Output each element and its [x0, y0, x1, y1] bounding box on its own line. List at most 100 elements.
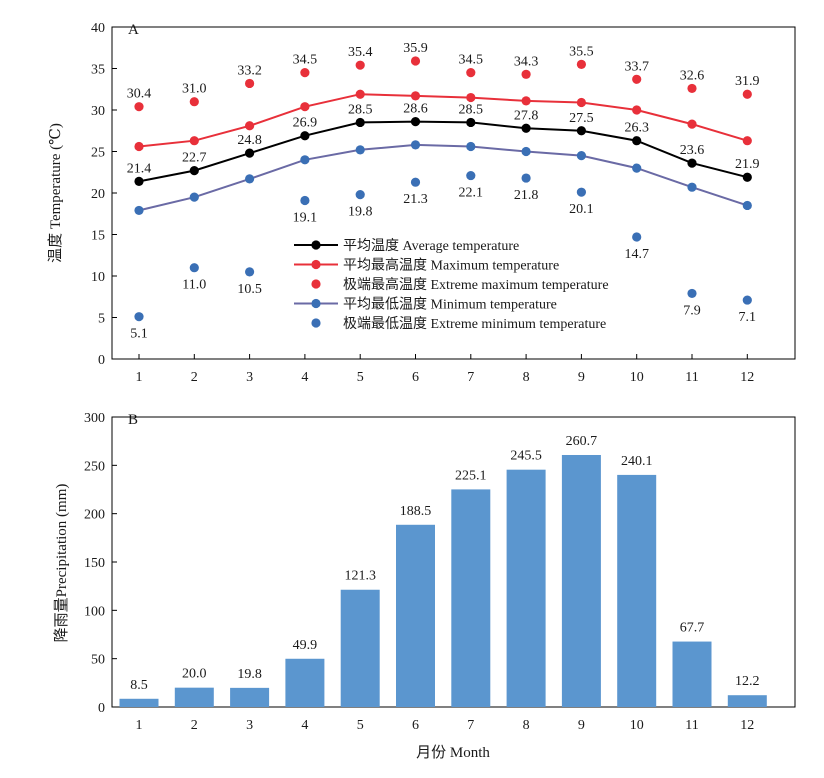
data-label: 21.9	[735, 157, 760, 172]
precipitation-bar	[174, 687, 214, 707]
data-point	[410, 91, 421, 101]
x-tick-label: 2	[191, 370, 198, 385]
data-label: 5.1	[130, 327, 148, 342]
data-point	[687, 182, 697, 192]
data-label: 7.9	[683, 303, 701, 318]
data-label: 27.8	[514, 108, 539, 123]
data-point	[189, 192, 199, 202]
data-point	[245, 78, 255, 89]
panel-label-a: A	[128, 22, 139, 38]
bar-value-label: 49.9	[293, 638, 318, 653]
bar-value-label: 260.7	[566, 434, 598, 449]
y-tick-label: 40	[91, 21, 105, 36]
bar-value-label: 20.0	[182, 667, 207, 682]
data-point	[134, 205, 144, 216]
data-label: 27.5	[569, 111, 594, 126]
y-tick-label: 35	[91, 63, 105, 78]
x-tick-label: 1	[136, 718, 143, 733]
y-tick-label: 15	[91, 229, 105, 244]
data-label: 34.5	[459, 53, 484, 68]
data-point	[742, 172, 752, 182]
data-point	[632, 105, 642, 115]
data-point	[410, 56, 421, 66]
x-tick-label: 4	[301, 718, 308, 733]
bar-value-label: 245.5	[510, 449, 542, 464]
y-tick-label: 10	[91, 270, 105, 285]
data-label: 35.5	[569, 44, 594, 59]
x-tick-label: 9	[578, 370, 585, 385]
data-label: 21.4	[127, 161, 152, 176]
data-label: 14.7	[624, 247, 649, 262]
precipitation-bar	[561, 454, 601, 707]
data-point	[300, 131, 310, 141]
y-tick-label: 150	[84, 556, 105, 571]
data-label: 28.5	[348, 102, 373, 117]
temperature-legend: 平均温度 Average temperature 平均最高温度 Maximum t…	[294, 238, 609, 332]
data-label: 30.4	[127, 87, 152, 102]
data-point	[466, 170, 476, 181]
y-tick-label: 100	[84, 604, 105, 619]
data-point	[521, 173, 531, 183]
precipitation-bars: 8.5 20.0 19.8 49.9 121.3 188.5 225.1 245.5 260.7…	[119, 434, 767, 707]
data-point	[576, 59, 587, 69]
data-label: 11.0	[182, 278, 206, 293]
legend-marker	[311, 298, 321, 309]
y-tick-label: 250	[84, 459, 105, 474]
data-point	[466, 92, 476, 103]
legend-entry: 平均温度 Average temperature	[343, 238, 519, 254]
legend-entry: 平均最低温度 Minimum temperature	[343, 297, 557, 313]
x-tick-label: 5	[357, 370, 364, 385]
data-point	[576, 97, 587, 108]
data-point	[245, 148, 255, 158]
x-tick-label: 4	[301, 370, 308, 385]
data-point	[189, 97, 199, 107]
data-point	[742, 295, 752, 305]
legend-marker	[311, 279, 321, 289]
data-point	[687, 119, 697, 129]
data-label: 19.8	[348, 205, 373, 220]
data-point	[742, 89, 752, 99]
series-line	[138, 93, 748, 148]
data-label: 26.9	[293, 116, 318, 131]
y-tick-label: 20	[91, 187, 105, 202]
x-tick-label: 5	[357, 718, 364, 733]
data-label: 31.9	[735, 74, 760, 89]
data-point	[245, 267, 255, 277]
data-label: 31.0	[182, 82, 207, 97]
data-point	[189, 136, 199, 146]
legend-marker	[311, 318, 321, 328]
data-label: 28.6	[403, 102, 428, 117]
x-tick-label: 3	[246, 718, 253, 733]
data-point	[576, 151, 587, 161]
x-tick-label: 6	[412, 718, 419, 733]
data-point	[410, 177, 421, 187]
data-label: 10.5	[237, 282, 262, 297]
data-label: 34.3	[514, 54, 539, 69]
bar-value-label: 225.1	[455, 468, 487, 483]
series-group	[134, 89, 752, 152]
temperature-series: 21.4 22.7 24.8 26.9 28.5 28.6 28.5 27.8 27.5 26.3…	[127, 41, 760, 342]
data-point	[632, 74, 642, 84]
data-point	[632, 163, 642, 173]
data-point	[189, 165, 199, 176]
data-point	[521, 96, 531, 106]
data-point	[687, 288, 697, 299]
data-label: 33.2	[237, 63, 262, 78]
y-tick-label: 5	[98, 312, 105, 327]
y-tick-label: 300	[84, 411, 105, 426]
y-tick-label: 50	[91, 653, 105, 668]
x-tick-label: 10	[630, 718, 644, 733]
data-point	[466, 117, 476, 128]
data-point	[300, 68, 310, 78]
precipitation-y-axis-title: 降雨量Precipitation (mm)	[53, 484, 70, 643]
data-label: 34.5	[293, 53, 318, 68]
data-label: 33.7	[624, 59, 649, 74]
data-point	[300, 195, 310, 206]
data-point	[632, 232, 642, 242]
data-label: 24.8	[237, 133, 262, 148]
data-point	[687, 83, 697, 94]
data-point	[134, 312, 144, 322]
y-tick-label: 0	[98, 353, 105, 368]
